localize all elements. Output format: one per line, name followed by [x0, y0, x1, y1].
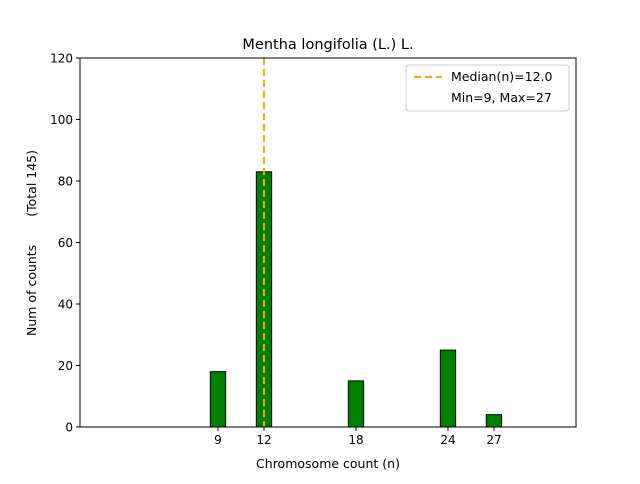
legend-minmax-label: Min=9, Max=27 [451, 90, 552, 105]
y-axis-label: Num of counts (Total 145) [24, 150, 39, 336]
y-axis-label-main: Num of counts [24, 245, 39, 336]
x-axis-label: Chromosome count (n) [256, 456, 400, 471]
chart-title: Mentha longifolia (L.) L. [242, 37, 413, 53]
y-tick-label: 60 [58, 236, 73, 250]
legend-box [405, 64, 570, 112]
y-tick-label: 40 [58, 298, 73, 312]
bar-9 [209, 371, 227, 428]
y-tick-label: 120 [50, 52, 73, 66]
legend-median-label: Median(n)=12.0 [451, 69, 552, 84]
bar-24 [439, 349, 457, 428]
bar-18 [347, 380, 365, 428]
x-tick-label: 12 [256, 433, 271, 447]
plot-frame [79, 57, 577, 428]
x-tick-label: 24 [440, 433, 455, 447]
x-tick-label: 9 [214, 433, 222, 447]
y-tick-label: 0 [65, 421, 73, 435]
x-tick-label: 18 [348, 433, 363, 447]
y-tick-label: 100 [50, 113, 73, 127]
y-tick-label: 80 [58, 175, 73, 189]
y-axis-label-total: (Total 145) [24, 150, 39, 217]
y-tick-label: 20 [58, 359, 73, 373]
legend: Median(n)=12.0 Min=9, Max=27 [405, 64, 570, 112]
bar-27 [485, 414, 503, 428]
x-tick-label: 27 [486, 433, 501, 447]
